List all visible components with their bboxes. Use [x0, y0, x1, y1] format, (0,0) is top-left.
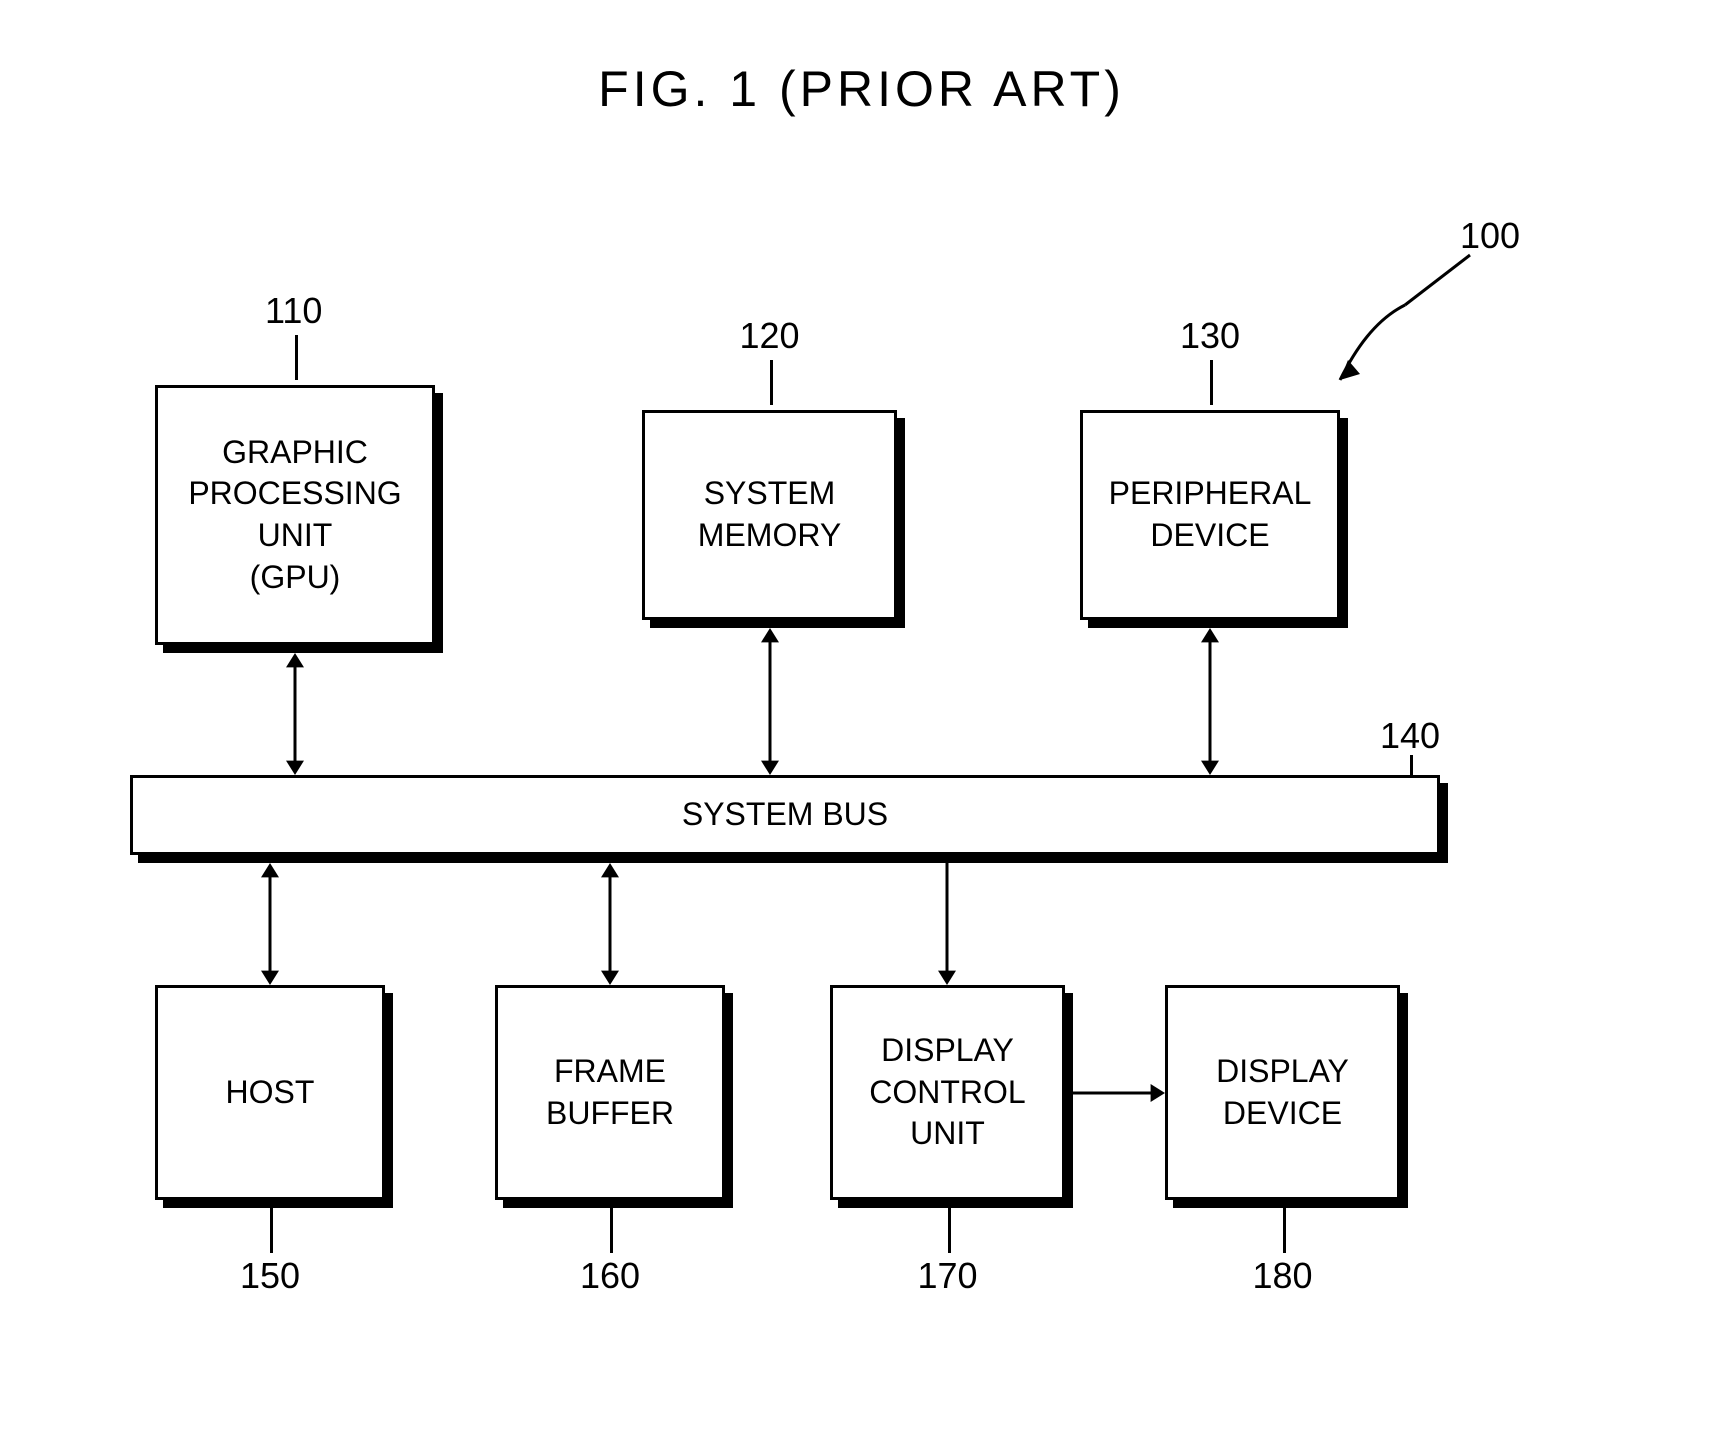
pointer-curve-100 — [0, 0, 1723, 1448]
